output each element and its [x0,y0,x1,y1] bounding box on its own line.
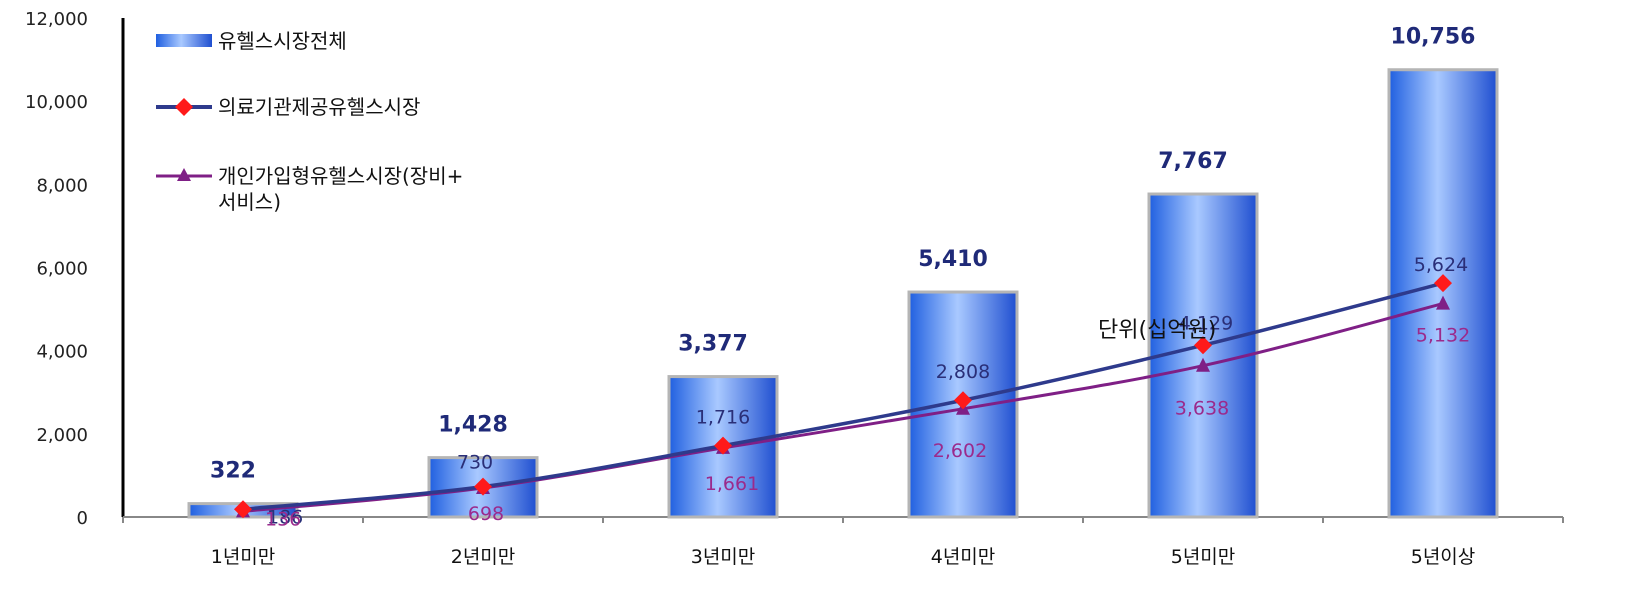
axes: 0 2,000 4,000 6,000 8,000 10,000 12,000 1년미만 2년미… [25,9,1564,568]
x-tick-label: 4년미만 [931,546,996,568]
bar [907,290,1019,519]
y-tick-label: 6,000 [36,259,88,280]
series-point-personal [1436,295,1450,310]
bar-value-label: 7,767 [1158,149,1228,174]
series-value-label-medical: 5,624 [1414,254,1468,276]
x-tick-label: 3년미만 [691,546,756,568]
series-value-label-medical: 4,129 [1179,312,1233,334]
y-tick-label: 8,000 [36,175,88,196]
legend-label: 개인가입형유헬스시장(장비+ [218,164,463,188]
series-point-personal [1196,357,1210,372]
legend-marker-medical [175,98,193,116]
series-value-label-medical: 2,808 [936,361,990,383]
bar-value-label: 3,377 [678,332,748,357]
series-value-label-personal: 3,638 [1175,398,1229,420]
legend-swatch-bar [156,34,212,47]
x-tick-label: 1년미만 [211,546,276,568]
series-value-label-medical: 1,716 [696,407,750,429]
legend-marker-personal [177,168,191,181]
series-value-label-personal: 1,661 [705,473,759,495]
legend-label: 유헬스시장전체 [218,29,347,53]
x-tick-label: 5년이상 [1411,546,1476,568]
series-point-medical [1194,336,1212,355]
bar-value-label: 1,428 [438,413,508,438]
y-tick-label: 2,000 [36,425,88,446]
series-point-medical [954,391,972,410]
unit-note: 단위(십억원) [1098,318,1216,343]
y-tick-label: 10,000 [25,92,88,113]
series-value-label-medical: 730 [457,452,493,474]
y-tick-label: 12,000 [25,9,88,30]
series-point-medical [714,436,732,455]
x-tick-label: 5년미만 [1171,546,1236,568]
y-tick-label: 0 [77,508,88,529]
bar-value-label: 5,410 [918,247,988,272]
series-value-label-personal: 5,132 [1416,325,1470,347]
series-value-label-personal: 2,602 [933,440,987,462]
series-line-personal [242,302,1444,513]
series-value-label-personal: 136 [265,508,301,530]
data-labels: 322 1,428 3,377 5,410 7,767 10,756 186 730 1,716… [210,25,1475,531]
y-tick-label: 4,000 [36,342,88,363]
series-point-medical [474,477,492,496]
bar-value-label: 322 [210,459,256,484]
series-line-medical [242,281,1444,512]
bars [187,68,1499,519]
legend-label: 서비스) [218,190,281,214]
series-point-medical [234,500,252,519]
x-tick-label: 2년미만 [451,546,516,568]
bar-value-label: 10,756 [1391,25,1476,50]
lines [234,274,1452,519]
series-value-label-personal: 698 [468,503,504,525]
series-point-medical [1434,274,1452,293]
legend-label: 의료기관제공유헬스시장 [218,95,420,119]
series-value-label-medical: 186 [267,506,303,528]
